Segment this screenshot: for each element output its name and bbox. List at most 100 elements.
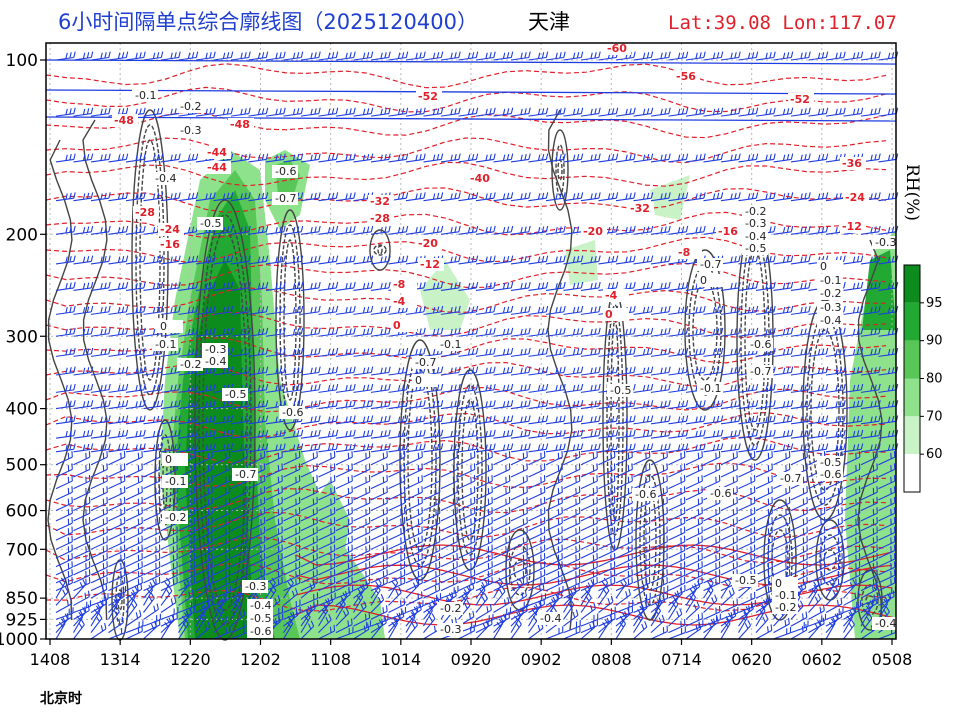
- wind-barb-feather: [143, 443, 146, 450]
- wind-barb-feather: [222, 256, 226, 263]
- wind-barb-feather: [100, 283, 103, 290]
- wind-barb: [125, 451, 143, 466]
- wind-barb: [125, 463, 143, 478]
- wind-barb-shaft: [160, 405, 179, 410]
- wind-barb-feather: [170, 256, 173, 263]
- wind-barb-shaft: [195, 158, 214, 163]
- wind-barb-shaft: [90, 311, 109, 315]
- wind-barb-shaft: [143, 287, 162, 291]
- wind-barb-shaft: [178, 197, 197, 202]
- wind-barb-shaft: [55, 468, 73, 478]
- wind-barb: [143, 383, 164, 393]
- wind-barb: [90, 451, 108, 466]
- wind-barb-feather: [82, 430, 86, 437]
- wind-barb-feather: [143, 107, 146, 114]
- wind-barb-feather: [119, 592, 122, 599]
- wind-barb-feather: [170, 385, 173, 392]
- wind-barb: [90, 153, 111, 163]
- wind-barb-feather: [108, 107, 111, 114]
- wind-barb-shaft: [108, 371, 127, 376]
- wind-barb: [213, 107, 234, 117]
- wind-barb-feather: [108, 51, 111, 58]
- wind-barb-shaft: [178, 502, 196, 512]
- wind-barb-feather: [117, 367, 121, 374]
- wind-barb-shaft: [143, 582, 161, 592]
- wind-barb: [55, 607, 74, 620]
- wind-barb-feather: [90, 327, 94, 334]
- wind-barb: [108, 569, 126, 584]
- wind-barb-shaft: [125, 448, 144, 453]
- wind-barb-shaft: [195, 468, 213, 478]
- wind-barb-shaft: [90, 287, 109, 291]
- wind-barb-feather: [117, 52, 121, 59]
- wind-barb: [55, 400, 76, 410]
- wind-barb: [55, 443, 76, 453]
- wind-barb: [73, 590, 90, 606]
- wind-barb-shaft: [160, 558, 178, 568]
- wind-barb-feather: [156, 255, 160, 263]
- wind-barb-shaft: [90, 353, 109, 357]
- wind-barb-feather: [168, 585, 173, 592]
- wind-barb-shaft: [125, 420, 144, 425]
- wind-barb-shaft: [143, 405, 162, 410]
- wind-barb: [178, 535, 196, 550]
- wind-barb: [143, 51, 164, 61]
- wind-barb-shaft: [143, 566, 161, 576]
- wind-barb-feather: [168, 617, 172, 624]
- wind-barb-shaft: [125, 56, 144, 61]
- wind-barb-shaft: [195, 448, 214, 453]
- wind-barb-feather: [121, 384, 125, 391]
- wind-barb-shaft: [178, 594, 194, 606]
- wind-barb-feather: [143, 225, 146, 232]
- wind-barb-shaft: [143, 550, 161, 559]
- wind-barb-shaft: [90, 588, 108, 599]
- wind-barb: [55, 225, 76, 235]
- wind-barb-feather: [136, 585, 139, 592]
- wind-barb-feather: [135, 328, 138, 335]
- wind-barb-feather: [174, 306, 177, 313]
- wind-barb: [143, 576, 161, 592]
- wind-barb: [125, 544, 143, 559]
- wind-barb-feather: [187, 256, 191, 263]
- wind-barb-feather: [187, 283, 191, 290]
- wind-barb: [195, 569, 213, 584]
- wind-barb-shaft: [55, 158, 74, 163]
- wind-barb: [55, 544, 73, 559]
- wind-barb: [90, 192, 111, 202]
- wind-barb-feather: [121, 306, 125, 313]
- wind-barb-shaft: [90, 197, 109, 202]
- wind-barb-feather: [187, 52, 191, 59]
- wind-barb-shaft: [90, 541, 108, 550]
- wind-barb-shaft: [178, 389, 197, 393]
- wind-barb-shaft: [108, 632, 126, 640]
- wind-barb-shaft: [195, 311, 214, 315]
- wind-barb-feather: [117, 416, 121, 423]
- wind-barb: [55, 281, 76, 291]
- wind-barb-shaft: [160, 371, 179, 376]
- wind-barb-shaft: [125, 532, 143, 541]
- wind-barb-feather: [99, 600, 104, 607]
- wind-barb: [90, 281, 111, 291]
- wind-barb: [55, 255, 76, 265]
- wind-barb-shaft: [143, 197, 162, 202]
- wind-barb-feather: [206, 601, 210, 608]
- wind-barb-feather: [90, 281, 94, 289]
- wind-barb-feather: [73, 153, 76, 160]
- wind-barb-shaft: [108, 532, 126, 541]
- wind-barb-feather: [160, 281, 164, 289]
- wind-barb-feather: [133, 599, 138, 606]
- wind-barb-shaft: [125, 353, 144, 357]
- wind-barb-shaft: [143, 468, 161, 478]
- wind-barb-shaft: [125, 522, 143, 532]
- wind-barb-shaft: [143, 522, 161, 532]
- wind-barb: [90, 612, 103, 633]
- wind-barb-feather: [178, 443, 181, 450]
- wind-barb: [90, 593, 109, 606]
- wind-barb: [143, 366, 164, 376]
- wind-barb-shaft: [143, 558, 161, 568]
- wind-barb: [160, 496, 178, 512]
- wind-barb-feather: [104, 430, 107, 437]
- wind-barb: [108, 383, 129, 393]
- wind-barb-shaft: [160, 574, 178, 584]
- wind-barb-feather: [139, 226, 142, 233]
